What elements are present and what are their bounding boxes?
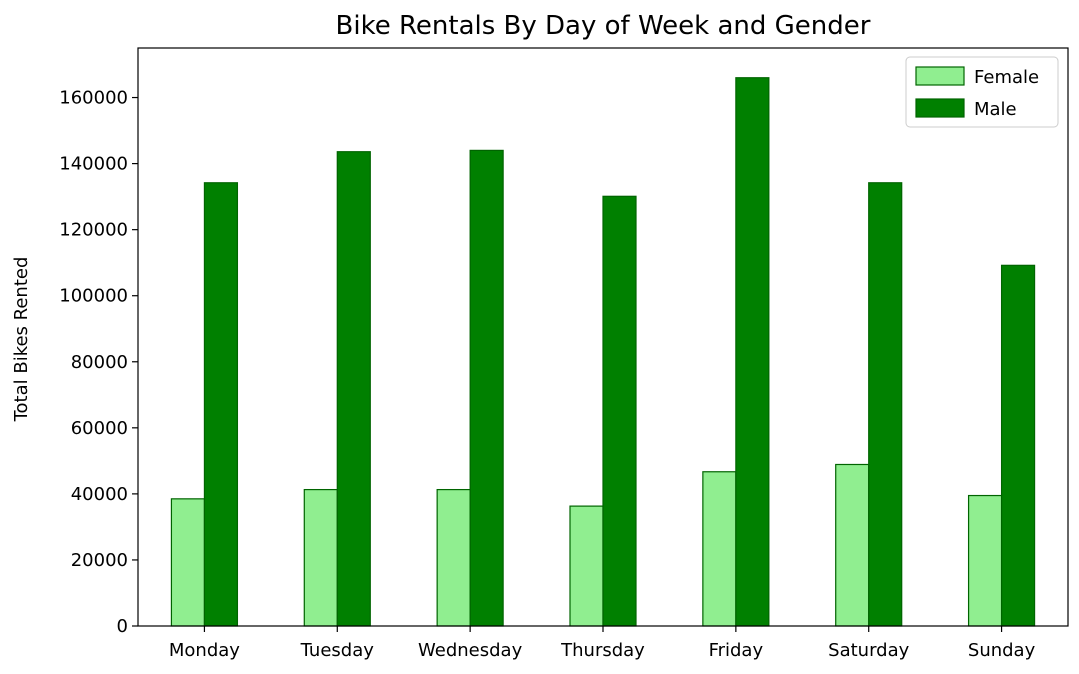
bar-female-wednesday	[436, 488, 471, 627]
x-tick-label: Saturday	[828, 640, 909, 661]
y-tick-label: 140000	[59, 154, 128, 175]
y-tick-label: 40000	[71, 484, 128, 505]
bar-male-tuesday	[336, 151, 371, 627]
legend-swatch-female	[915, 66, 965, 86]
y-tick-label: 60000	[71, 418, 128, 439]
bar-female-saturday	[835, 463, 870, 627]
y-ticks: 0 20000 40000 60000 80000 100000 120000 140000 1…	[59, 88, 138, 637]
x-tick-label: Tuesday	[300, 640, 375, 661]
bar-female-monday	[170, 498, 206, 627]
x-tick-label: Wednesday	[418, 640, 523, 661]
bar-female-thursday	[569, 505, 604, 627]
bar-female-tuesday	[303, 488, 338, 627]
bar-female-friday	[702, 471, 737, 627]
bar-male-wednesday	[469, 149, 504, 627]
plot-frame	[137, 47, 1069, 627]
y-tick-label: 160000	[59, 88, 128, 109]
bar-male-sunday	[1000, 264, 1036, 627]
x-ticks: Monday Tuesday Wednesday Thursday Friday Satu…	[169, 626, 1036, 661]
bar-male-thursday	[602, 195, 637, 627]
y-axis-label: Total Bikes Rented	[11, 257, 32, 423]
y-tick-label: 20000	[71, 550, 128, 571]
bars-group	[170, 77, 1036, 627]
y-tick-label: 80000	[71, 352, 128, 373]
chart-title: Bike Rentals By Day of Week and Gender	[336, 11, 871, 41]
x-tick-label: Thursday	[560, 640, 645, 661]
x-tick-label: Monday	[169, 640, 240, 661]
legend-swatch-male	[915, 98, 965, 118]
x-tick-label: Friday	[709, 640, 764, 661]
y-tick-label: 120000	[59, 220, 128, 241]
legend: Female Male	[905, 56, 1059, 128]
y-tick-label: 100000	[59, 286, 128, 307]
bar-female-sunday	[967, 494, 1003, 627]
y-tick-label: 0	[117, 616, 128, 637]
bar-male-friday	[735, 77, 770, 627]
bar-male-saturday	[868, 182, 903, 627]
legend-label-male: Male	[974, 99, 1017, 120]
bar-male-monday	[203, 182, 239, 627]
legend-label-female: Female	[974, 67, 1039, 88]
x-tick-label: Sunday	[968, 640, 1036, 661]
